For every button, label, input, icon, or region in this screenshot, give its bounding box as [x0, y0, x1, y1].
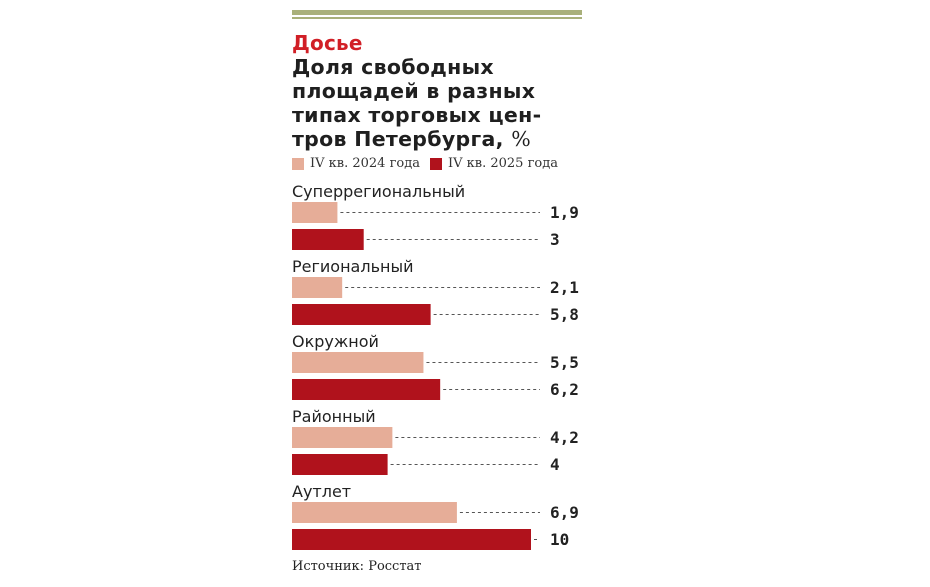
- chart-title-text: Доля свободных площадей в разных типах т…: [292, 55, 542, 151]
- bar-2025: [292, 454, 388, 475]
- legend-label-2024: IV кв. 2024 года: [310, 156, 420, 171]
- legend-swatch-2025: [429, 157, 442, 170]
- value-label: 3: [550, 230, 560, 249]
- value-label: 4: [550, 455, 560, 474]
- kicker: Досье: [292, 31, 363, 55]
- bar-2024: [292, 277, 343, 298]
- legend: IV кв. 2024 года IV кв. 2025 года: [292, 156, 568, 171]
- legend-item-2024: IV кв. 2024 года: [292, 156, 420, 171]
- value-label: 5,8: [550, 305, 579, 324]
- value-label: 10: [550, 530, 569, 549]
- bar-2024: [292, 427, 393, 448]
- legend-label-2025: IV кв. 2025 года: [447, 156, 558, 171]
- bar-2025: [292, 304, 431, 325]
- value-label: 6,9: [550, 503, 579, 522]
- category-label: Районный: [292, 407, 376, 426]
- value-label: 2,1: [550, 278, 579, 297]
- category-label: Аутлет: [292, 482, 351, 501]
- bar-2024: [292, 502, 457, 523]
- source-note: Источник: Росстат: [292, 559, 422, 574]
- category-label: Региональный: [292, 257, 414, 276]
- bar-2024: [292, 352, 424, 373]
- value-label: 1,9: [550, 203, 579, 222]
- bar-2024: [292, 202, 338, 223]
- bar-2025: [292, 379, 441, 400]
- category-label: Окружной: [292, 332, 379, 351]
- value-label: 5,5: [550, 353, 579, 372]
- chart-title-unit: %: [511, 127, 531, 151]
- legend-item-2025: IV кв. 2025 года: [429, 156, 558, 171]
- value-label: 4,2: [550, 428, 579, 447]
- top-rule: [292, 10, 582, 15]
- value-label: 6,2: [550, 380, 579, 399]
- top-rule-thin: [292, 17, 582, 19]
- chart-title: Доля свободных площадей в разных типах т…: [292, 55, 592, 151]
- category-label: Суперрегиональный: [292, 182, 465, 201]
- bar-2025: [292, 229, 364, 250]
- bar-2025: [292, 529, 531, 550]
- legend-swatch-2024: [292, 157, 304, 170]
